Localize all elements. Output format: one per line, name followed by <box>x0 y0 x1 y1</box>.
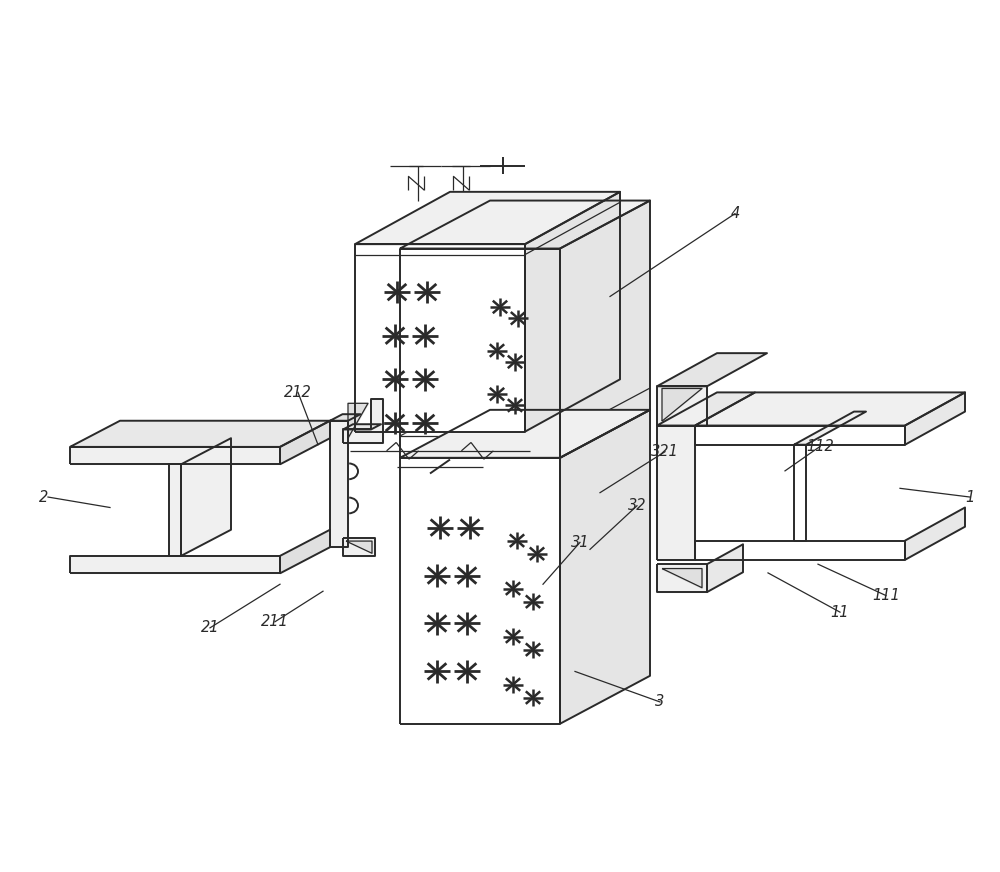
Polygon shape <box>794 412 866 445</box>
Polygon shape <box>662 569 702 588</box>
Text: 2: 2 <box>39 489 48 505</box>
Polygon shape <box>905 508 965 560</box>
Polygon shape <box>343 399 383 443</box>
Polygon shape <box>905 392 965 445</box>
Text: 112: 112 <box>806 439 834 454</box>
Polygon shape <box>400 458 560 724</box>
Polygon shape <box>695 392 965 426</box>
Polygon shape <box>657 392 755 426</box>
Polygon shape <box>181 439 231 556</box>
Text: 32: 32 <box>628 498 646 514</box>
Polygon shape <box>70 447 280 464</box>
Text: 4: 4 <box>730 206 740 221</box>
Polygon shape <box>794 445 806 541</box>
Polygon shape <box>343 425 381 430</box>
Polygon shape <box>560 201 650 458</box>
Text: 321: 321 <box>651 444 679 460</box>
Polygon shape <box>695 426 905 445</box>
Polygon shape <box>343 539 375 556</box>
Polygon shape <box>169 464 181 556</box>
Text: 3: 3 <box>655 694 665 710</box>
Polygon shape <box>330 421 348 548</box>
Polygon shape <box>560 410 650 724</box>
Polygon shape <box>348 403 368 439</box>
Polygon shape <box>70 556 280 574</box>
Polygon shape <box>355 244 525 432</box>
Polygon shape <box>662 389 702 421</box>
Polygon shape <box>707 544 743 592</box>
Polygon shape <box>400 201 650 249</box>
Polygon shape <box>280 530 330 574</box>
Polygon shape <box>70 421 330 447</box>
Text: 1: 1 <box>965 489 975 505</box>
Text: 212: 212 <box>284 385 312 400</box>
Polygon shape <box>400 249 560 458</box>
Text: 21: 21 <box>201 620 219 636</box>
Polygon shape <box>657 564 707 592</box>
Polygon shape <box>280 421 330 464</box>
Text: 211: 211 <box>261 614 289 630</box>
Polygon shape <box>330 414 361 421</box>
Polygon shape <box>355 192 620 244</box>
Polygon shape <box>525 192 620 432</box>
Polygon shape <box>657 353 767 386</box>
Polygon shape <box>695 541 905 560</box>
Polygon shape <box>400 410 650 458</box>
Polygon shape <box>346 541 372 554</box>
Text: 11: 11 <box>831 604 849 620</box>
Text: 111: 111 <box>872 588 900 603</box>
Text: 31: 31 <box>571 535 589 550</box>
Polygon shape <box>657 426 695 560</box>
Polygon shape <box>657 386 707 426</box>
